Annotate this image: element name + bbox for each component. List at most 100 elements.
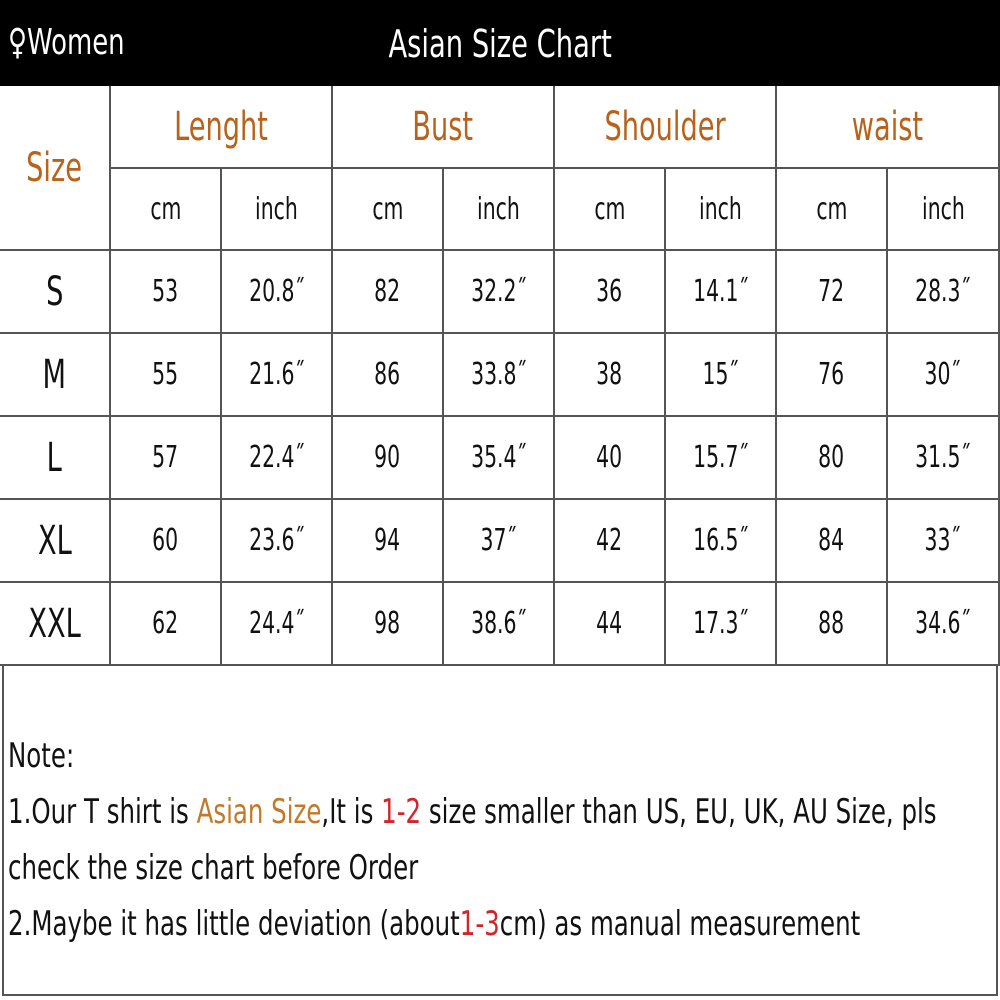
size-header-cell: Size [0, 86, 111, 251]
measure-cell: 57 [111, 417, 222, 500]
measure-cell: 33˝ [888, 500, 1000, 583]
size-label: L [46, 434, 63, 481]
size-label: S [45, 268, 64, 315]
measure: 35.4˝ [470, 440, 527, 475]
measure: 34.6˝ [915, 606, 971, 641]
measure-cell: 88 [777, 583, 888, 666]
measure: 38 [596, 357, 623, 392]
measure: 84 [818, 523, 845, 558]
unit-header-cell: inch [888, 169, 1000, 251]
unit-header: cm [149, 191, 182, 227]
unit-header-cell: inch [666, 169, 777, 251]
size-label-cell: XL [0, 500, 111, 583]
measure: 57 [152, 440, 179, 475]
unit-header-cell: inch [222, 169, 333, 251]
header-title: Asian Size Chart [388, 22, 612, 66]
unit-header: cm [815, 191, 848, 227]
size-header: Size [26, 144, 83, 191]
measure-cell: 15.7˝ [666, 417, 777, 500]
header-bar: ♀Women Asian Size Chart [0, 0, 1000, 86]
unit-header-cell: cm [111, 169, 222, 251]
measure: 80 [818, 440, 845, 475]
measure: 22.4˝ [248, 440, 305, 475]
measure-cell: 94 [333, 500, 444, 583]
note-label: Note: [8, 736, 75, 776]
note-text: 1.Our T shirt is [8, 792, 197, 832]
measure-cell: 35.4˝ [444, 417, 555, 500]
measure-cell: 32.2˝ [444, 251, 555, 334]
note-text: ,It is [321, 792, 382, 832]
measure-cell: 84 [777, 500, 888, 583]
note-highlight: 1-3 [459, 904, 500, 944]
unit-header-cell: inch [444, 169, 555, 251]
size-label-cell: L [0, 417, 111, 500]
group-header: Bust [412, 103, 474, 150]
measure-cell: 24.4˝ [222, 583, 333, 666]
measure: 44 [596, 606, 623, 641]
measure-cell: 42 [555, 500, 666, 583]
measure-cell: 16.5˝ [666, 500, 777, 583]
measure: 98 [374, 606, 401, 641]
unit-header: cm [371, 191, 404, 227]
measure: 33˝ [924, 523, 962, 558]
note-text: size smaller than US, EU, UK, AU Size, p… [8, 792, 937, 888]
measure-cell: 21.6˝ [222, 334, 333, 417]
note-text: cm) as manual measurement [499, 904, 861, 944]
group-header-cell: Shoulder [555, 86, 777, 169]
size-label: XL [37, 517, 72, 564]
measure: 72 [818, 274, 845, 309]
measure: 20.8˝ [248, 274, 305, 309]
measure-cell: 15˝ [666, 334, 777, 417]
measure-cell: 38.6˝ [444, 583, 555, 666]
unit-header: inch [699, 191, 742, 227]
measure: 36 [596, 274, 623, 309]
measure: 31.5˝ [915, 440, 971, 475]
group-header: Lenght [174, 103, 268, 150]
measure: 90 [374, 440, 401, 475]
notes-text: Note: 1.Our T shirt is Asian Size,It is … [8, 728, 973, 952]
notes-box: Note: 1.Our T shirt is Asian Size,It is … [2, 666, 998, 996]
measure: 17.3˝ [692, 606, 749, 641]
measure-cell: 55 [111, 334, 222, 417]
measure: 38.6˝ [470, 606, 527, 641]
measure-cell: 33.8˝ [444, 334, 555, 417]
group-header: waist [851, 103, 924, 150]
measure: 86 [374, 357, 401, 392]
measure: 33.8˝ [470, 357, 527, 392]
size-label-cell: S [0, 251, 111, 334]
measure-cell: 72 [777, 251, 888, 334]
measure: 62 [152, 606, 179, 641]
measure-cell: 37˝ [444, 500, 555, 583]
measure: 60 [152, 523, 179, 558]
measure: 82 [374, 274, 401, 309]
group-header: Shoulder [604, 103, 726, 150]
size-label-cell: M [0, 334, 111, 417]
size-label: M [42, 351, 67, 398]
measure-cell: 86 [333, 334, 444, 417]
measure-cell: 40 [555, 417, 666, 500]
unit-header-cell: cm [555, 169, 666, 251]
measure: 94 [374, 523, 401, 558]
measure: 53 [152, 274, 179, 309]
unit-header-cell: cm [333, 169, 444, 251]
measure-cell: 28.3˝ [888, 251, 1000, 334]
group-header-cell: Bust [333, 86, 555, 169]
measure: 30˝ [924, 357, 962, 392]
measure: 76 [818, 357, 845, 392]
note-line: 1.Our T shirt is Asian Size,It is 1-2 si… [8, 784, 973, 896]
note-highlight: 1-2 [381, 792, 422, 832]
unit-header: cm [593, 191, 626, 227]
measure-cell: 53 [111, 251, 222, 334]
header-label: ♀Women [8, 22, 125, 63]
note-text: 2.Maybe it has little deviation (about [8, 904, 460, 944]
measure-cell: 80 [777, 417, 888, 500]
measure: 37˝ [480, 523, 517, 558]
measure: 42 [596, 523, 623, 558]
measure: 28.3˝ [915, 274, 971, 309]
unit-header: inch [477, 191, 520, 227]
unit-header-cell: cm [777, 169, 888, 251]
size-label-cell: XXL [0, 583, 111, 666]
measure-cell: 36 [555, 251, 666, 334]
measure-cell: 38 [555, 334, 666, 417]
